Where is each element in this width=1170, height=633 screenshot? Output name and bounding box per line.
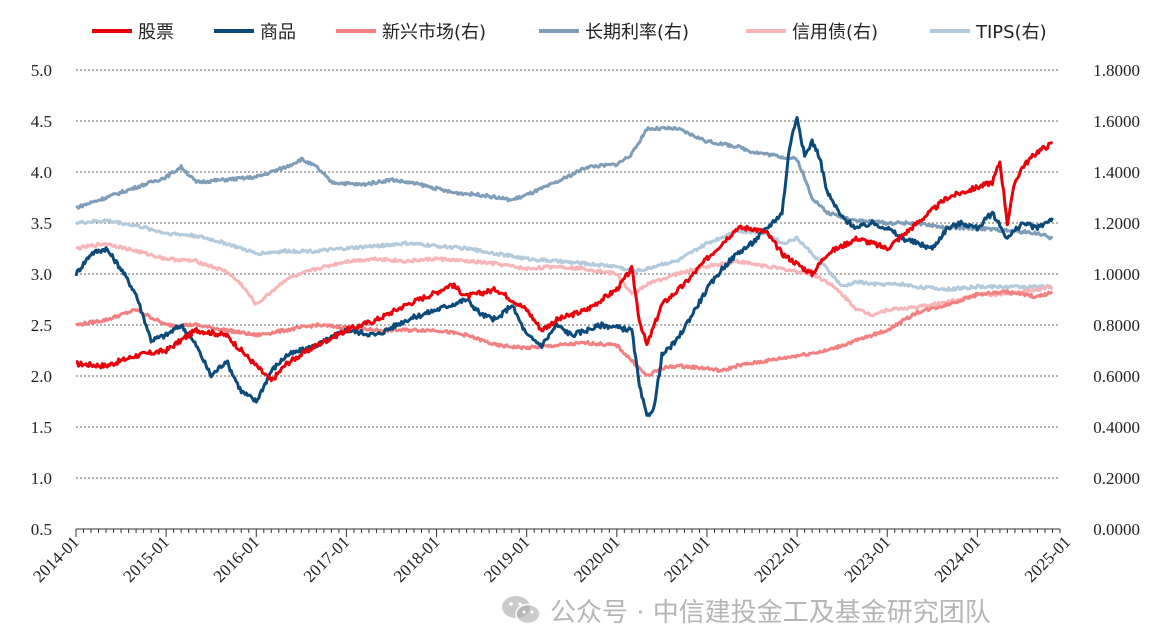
series-line-4	[75, 242, 1054, 318]
left-y-tick-label: 3.0	[31, 265, 52, 284]
left-y-tick-label: 1.5	[31, 418, 52, 437]
left-y-axis: 5.0 4.5 4.0 3.5 3.0 2.5 2.0 1.5 1.0 0.5	[31, 61, 52, 539]
right-y-axis: 1.8000 1.6000 1.4000 1.2000 1.0000 0.8000 0.60…	[1093, 61, 1140, 539]
right-y-tick-label: 1.6000	[1093, 112, 1140, 131]
legend-label: 新兴市场(右)	[382, 22, 486, 43]
right-y-tick-label: 0.4000	[1093, 418, 1140, 437]
x-tick-label: 2022-01	[750, 532, 804, 586]
legend-label: 长期利率(右)	[585, 22, 689, 43]
left-y-tick-label: 2.5	[31, 316, 52, 335]
series-line-0	[75, 141, 1054, 383]
x-tick-label: 2024-01	[931, 532, 985, 586]
legend-label: TIPS(右)	[975, 22, 1047, 43]
x-tick-label: 2016-01	[210, 532, 264, 586]
right-y-tick-label: 0.8000	[1093, 316, 1140, 335]
x-tick-label: 2017-01	[300, 532, 354, 586]
x-tick-label: 2014-01	[29, 532, 83, 586]
watermark: 公众号 · 中信建投金工及基金研究团队	[500, 590, 991, 630]
left-y-tick-label: 2.0	[31, 367, 52, 386]
left-y-tick-label: 4.5	[31, 112, 52, 131]
legend: 股票 商品 新兴市场(右) 长期利率(右) 信用债(右) TIPS(右)	[92, 22, 1047, 43]
left-y-tick-label: 0.5	[31, 520, 52, 539]
watermark-text: 公众号 · 中信建投金工及基金研究团队	[550, 597, 991, 628]
right-y-tick-label: 1.4000	[1093, 163, 1140, 182]
x-tick-label: 2015-01	[119, 532, 173, 586]
series-lines	[74, 116, 1054, 418]
right-y-tick-label: 0.6000	[1093, 367, 1140, 386]
right-y-tick-label: 1.8000	[1093, 61, 1140, 80]
right-y-tick-label: 0.2000	[1093, 469, 1140, 488]
legend-label: 股票	[138, 22, 174, 43]
x-tick-label: 2019-01	[480, 532, 534, 586]
x-tick-label: 2020-01	[570, 532, 624, 586]
x-tick-label: 2021-01	[660, 532, 714, 586]
left-y-tick-label: 4.0	[31, 163, 52, 182]
series-line-3	[75, 125, 1054, 241]
series-line-5	[74, 218, 1053, 292]
legend-label: 商品	[260, 22, 296, 43]
x-axis: 2014-01 2015-01 2016-01 2017-01 2018-01 2019-…	[29, 528, 1075, 586]
left-y-tick-label: 5.0	[31, 61, 52, 80]
wechat-icon	[502, 596, 541, 625]
right-y-tick-label: 1.0000	[1093, 265, 1140, 284]
right-y-tick-label: 1.2000	[1093, 214, 1140, 233]
right-y-tick-label: 0.0000	[1093, 520, 1140, 539]
left-y-tick-label: 3.5	[31, 214, 52, 233]
series-line-1	[74, 116, 1054, 418]
legend-label: 信用债(右)	[792, 22, 878, 43]
x-tick-label: 2023-01	[841, 532, 895, 586]
left-y-tick-label: 1.0	[31, 469, 52, 488]
x-tick-label: 2018-01	[390, 532, 444, 586]
series-line-2	[74, 289, 1054, 377]
x-tick-label: 2025-01	[1021, 532, 1075, 586]
gridlines	[76, 69, 1060, 479]
